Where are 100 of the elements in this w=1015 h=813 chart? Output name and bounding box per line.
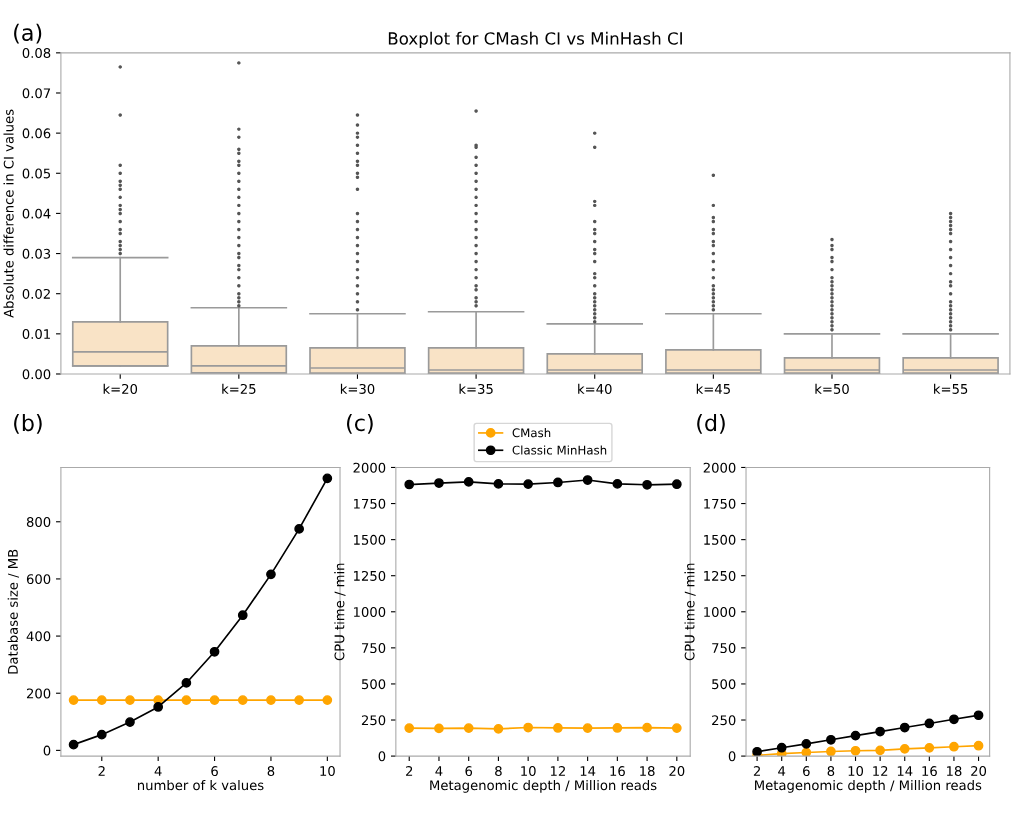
y-tick-label: 200 (26, 688, 51, 699)
y-tick-label: 500 (712, 679, 736, 690)
x-tick-label: 6 (803, 766, 810, 777)
x-tick-label: k=25 (222, 383, 256, 394)
y-tick-label: 1250 (704, 570, 736, 581)
y-tick-label: 600 (26, 574, 51, 585)
y-tick-label: 500 (361, 679, 386, 690)
point (294, 695, 305, 705)
x-tick-label: k=55 (934, 383, 968, 394)
x-tick-label: 20 (971, 766, 987, 777)
legend-label: CMash (512, 428, 551, 438)
x-tick-label: k=30 (340, 383, 375, 394)
x-tick-label: 2 (406, 766, 413, 776)
y-tick-label: 0 (728, 751, 736, 762)
x-tick-label: 20 (669, 766, 685, 777)
x-tick-label: 6 (211, 766, 218, 777)
point (322, 695, 333, 705)
point (463, 723, 474, 733)
point (553, 723, 563, 733)
point (582, 723, 593, 733)
y-axis-title: Absolute difference in CI values (3, 109, 14, 318)
point (125, 695, 135, 705)
x-tick-label: k=50 (815, 383, 849, 394)
y-tick-label: 0.07 (22, 88, 51, 99)
x-tick-label: 14 (897, 766, 913, 776)
x-tick-label: 14 (580, 766, 596, 776)
y-tick-label: 0.03 (22, 248, 51, 259)
point (671, 479, 682, 490)
point (582, 475, 593, 485)
y-tick-label: 0.01 (22, 329, 50, 340)
x-tick-label: 6 (465, 766, 473, 777)
text: (b) (14, 414, 42, 434)
point (493, 479, 504, 489)
y-tick-label: 0 (43, 745, 51, 756)
point (463, 477, 474, 487)
y-tick-label: 0.05 (22, 168, 51, 179)
x-tick-label: 18 (640, 766, 655, 777)
point (322, 473, 333, 484)
point (523, 722, 534, 733)
y-tick-label: 0.04 (22, 208, 51, 219)
point (96, 729, 107, 740)
x-tick-label: 8 (827, 766, 835, 777)
x-tick-label: 12 (873, 766, 888, 776)
point (404, 723, 415, 733)
y-tick-label: 250 (712, 715, 736, 726)
chart-title: Boxplot for CMash CI vs MinHash CI (388, 31, 682, 48)
y-tick-label: 0.00 (22, 369, 51, 380)
point (642, 722, 652, 733)
y-tick-label: 400 (26, 631, 51, 642)
point (434, 478, 444, 488)
y-axis-title: CPU time / min (334, 563, 346, 661)
text: (a) (14, 23, 42, 44)
point (642, 479, 652, 490)
point (671, 723, 682, 733)
x-tick-label: 16 (922, 766, 937, 777)
y-tick-label: 1750 (354, 498, 386, 509)
y-tick-label: 0.06 (22, 128, 51, 139)
point (181, 695, 192, 705)
point (209, 646, 220, 657)
x-tick-label: 8 (267, 766, 275, 777)
x-axis-title: number of k values (137, 779, 264, 791)
x-tick-label: 10 (848, 766, 864, 777)
x-tick-label: 4 (778, 766, 786, 776)
y-tick-label: 0.02 (22, 288, 50, 299)
y-tick-label: 1750 (704, 498, 736, 509)
point (237, 695, 248, 705)
x-tick-label: k=45 (696, 383, 730, 394)
point (237, 610, 248, 621)
point (68, 739, 79, 750)
y-tick-label: 1000 (354, 607, 386, 617)
point (612, 723, 623, 733)
y-tick-label: 1250 (354, 570, 386, 581)
y-tick-label: 1500 (354, 534, 386, 545)
y-tick-label: 2000 (703, 462, 736, 473)
text: (d) (697, 414, 725, 434)
y-tick-label: 0 (378, 751, 386, 762)
point (153, 702, 164, 712)
x-tick-label: 10 (320, 766, 335, 777)
x-tick-label: k=35 (459, 383, 493, 394)
point (404, 479, 415, 490)
point (523, 479, 534, 489)
point (96, 695, 107, 705)
point (181, 678, 192, 688)
x-axis-title: Metagenomic depth / Million reads (755, 779, 982, 793)
x-tick-label: 4 (154, 766, 162, 776)
x-tick-label: 2 (98, 766, 105, 776)
y-tick-label: 2000 (353, 462, 386, 473)
point (434, 723, 444, 734)
x-tick-label: 18 (947, 766, 962, 777)
x-tick-label: 16 (610, 766, 625, 777)
y-tick-label: 800 (26, 516, 51, 527)
x-tick-label: 8 (495, 766, 502, 777)
point (553, 477, 563, 488)
y-tick-label: 0.08 (22, 48, 51, 59)
x-tick-label: 10 (521, 766, 536, 777)
y-tick-label: 1000 (704, 607, 736, 617)
text: (c) (347, 414, 373, 434)
y-tick-label: 250 (361, 715, 386, 726)
point (68, 695, 79, 705)
y-tick-label: 750 (712, 643, 736, 654)
